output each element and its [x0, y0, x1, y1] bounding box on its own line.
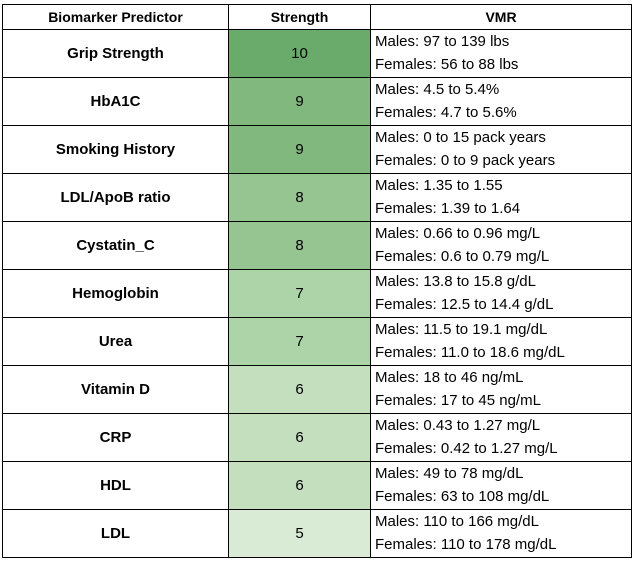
table-row: Grip Strength 10 Males: 97 to 139 lbs Femal… [2, 29, 632, 78]
vmr-males: Males: 0 to 15 pack years [375, 129, 546, 146]
table-row: HDL 6 Males: 49 to 78 mg/dL Females: 63 to … [2, 461, 632, 510]
vmr-females: Females: 0 to 9 pack years [375, 152, 556, 169]
biomarker-name: Hemoglobin [2, 269, 229, 318]
vmr-cell: Males: 0 to 15 pack years Females: 0 to 9… [370, 125, 632, 174]
header-vmr: VMR [370, 4, 632, 30]
table-row: CRP 6 Males: 0.43 to 1.27 mg/L Females: 0.4… [2, 413, 632, 462]
vmr-females: Females: 1.39 to 1.64 [375, 200, 521, 217]
biomarker-name: Cystatin_C [2, 221, 229, 270]
biomarker-name: HDL [2, 461, 229, 510]
vmr-males: Males: 110 to 166 mg/dL [375, 513, 539, 530]
biomarker-name: LDL [2, 509, 229, 558]
strength-value: 7 [228, 269, 371, 318]
vmr-females: Females: 63 to 108 mg/dL [375, 488, 550, 505]
strength-value: 6 [228, 365, 371, 414]
vmr-females: Females: 0.6 to 0.79 mg/L [375, 248, 550, 265]
strength-value: 9 [228, 125, 371, 174]
vmr-females: Females: 4.7 to 5.6% [375, 104, 517, 121]
vmr-cell: Males: 49 to 78 mg/dL Females: 63 to 108 … [370, 461, 632, 510]
biomarker-name: Vitamin D [2, 365, 229, 414]
vmr-males: Males: 49 to 78 mg/dL [375, 465, 524, 482]
vmr-males: Males: 18 to 46 ng/mL [375, 369, 524, 386]
vmr-cell: Males: 11.5 to 19.1 mg/dL Females: 11.0 t… [370, 317, 632, 366]
vmr-males: Males: 4.5 to 5.4% [375, 81, 500, 98]
vmr-cell: Males: 18 to 46 ng/mL Females: 17 to 45 n… [370, 365, 632, 414]
vmr-cell: Males: 0.66 to 0.96 mg/L Females: 0.6 to … [370, 221, 632, 270]
table-row: LDL/ApoB ratio 8 Males: 1.35 to 1.55 Female… [2, 173, 632, 222]
table-row: Hemoglobin 7 Males: 13.8 to 15.8 g/dL Femal… [2, 269, 632, 318]
strength-value: 6 [228, 461, 371, 510]
vmr-cell: Males: 97 to 139 lbs Females: 56 to 88 lb… [370, 29, 632, 78]
vmr-males: Males: 13.8 to 15.8 g/dL [375, 273, 536, 290]
vmr-cell: Males: 13.8 to 15.8 g/dL Females: 12.5 to… [370, 269, 632, 318]
table-row: Urea 7 Males: 11.5 to 19.1 mg/dL Females: 1… [2, 317, 632, 366]
table-row: LDL 5 Males: 110 to 166 mg/dL Females: 110 … [2, 509, 632, 558]
biomarker-name: LDL/ApoB ratio [2, 173, 229, 222]
table-body: Grip Strength 10 Males: 97 to 139 lbs Femal… [2, 29, 632, 558]
biomarker-name: HbA1C [2, 77, 229, 126]
vmr-females: Females: 11.0 to 18.6 mg/dL [375, 344, 565, 361]
biomarker-name: Urea [2, 317, 229, 366]
table-row: Cystatin_C 8 Males: 0.66 to 0.96 mg/L Femal… [2, 221, 632, 270]
strength-value: 7 [228, 317, 371, 366]
vmr-males: Males: 1.35 to 1.55 [375, 177, 503, 194]
table-row: Smoking History 9 Males: 0 to 15 pack year… [2, 125, 632, 174]
vmr-females: Females: 110 to 178 mg/dL [375, 536, 557, 553]
biomarker-table: Biomarker Predictor Strength VMR Grip St… [2, 4, 632, 558]
vmr-females: Females: 12.5 to 14.4 g/dL [375, 296, 554, 313]
biomarker-name: Grip Strength [2, 29, 229, 78]
strength-value: 10 [228, 29, 371, 78]
table-row: HbA1C 9 Males: 4.5 to 5.4% Females: 4.7 to … [2, 77, 632, 126]
strength-value: 6 [228, 413, 371, 462]
vmr-cell: Males: 110 to 166 mg/dL Females: 110 to 1… [370, 509, 632, 558]
vmr-cell: Males: 0.43 to 1.27 mg/L Females: 0.42 to… [370, 413, 632, 462]
strength-value: 9 [228, 77, 371, 126]
vmr-males: Males: 0.66 to 0.96 mg/L [375, 225, 541, 242]
vmr-females: Females: 56 to 88 lbs [375, 56, 519, 73]
vmr-females: Females: 17 to 45 ng/mL [375, 392, 541, 409]
vmr-females: Females: 0.42 to 1.27 mg/L [375, 440, 558, 457]
strength-value: 5 [228, 509, 371, 558]
biomarker-name: Smoking History [2, 125, 229, 174]
vmr-cell: Males: 1.35 to 1.55 Females: 1.39 to 1.64 [370, 173, 632, 222]
vmr-males: Males: 97 to 139 lbs [375, 33, 510, 50]
strength-value: 8 [228, 173, 371, 222]
vmr-males: Males: 0.43 to 1.27 mg/L [375, 417, 541, 434]
header-strength: Strength [228, 4, 371, 30]
table-row: Vitamin D 6 Males: 18 to 46 ng/mL Females: … [2, 365, 632, 414]
header-row: Biomarker Predictor Strength VMR [2, 4, 632, 30]
header-predictor: Biomarker Predictor [2, 4, 229, 30]
vmr-males: Males: 11.5 to 19.1 mg/dL [375, 321, 548, 338]
strength-value: 8 [228, 221, 371, 270]
biomarker-name: CRP [2, 413, 229, 462]
vmr-cell: Males: 4.5 to 5.4% Females: 4.7 to 5.6% [370, 77, 632, 126]
